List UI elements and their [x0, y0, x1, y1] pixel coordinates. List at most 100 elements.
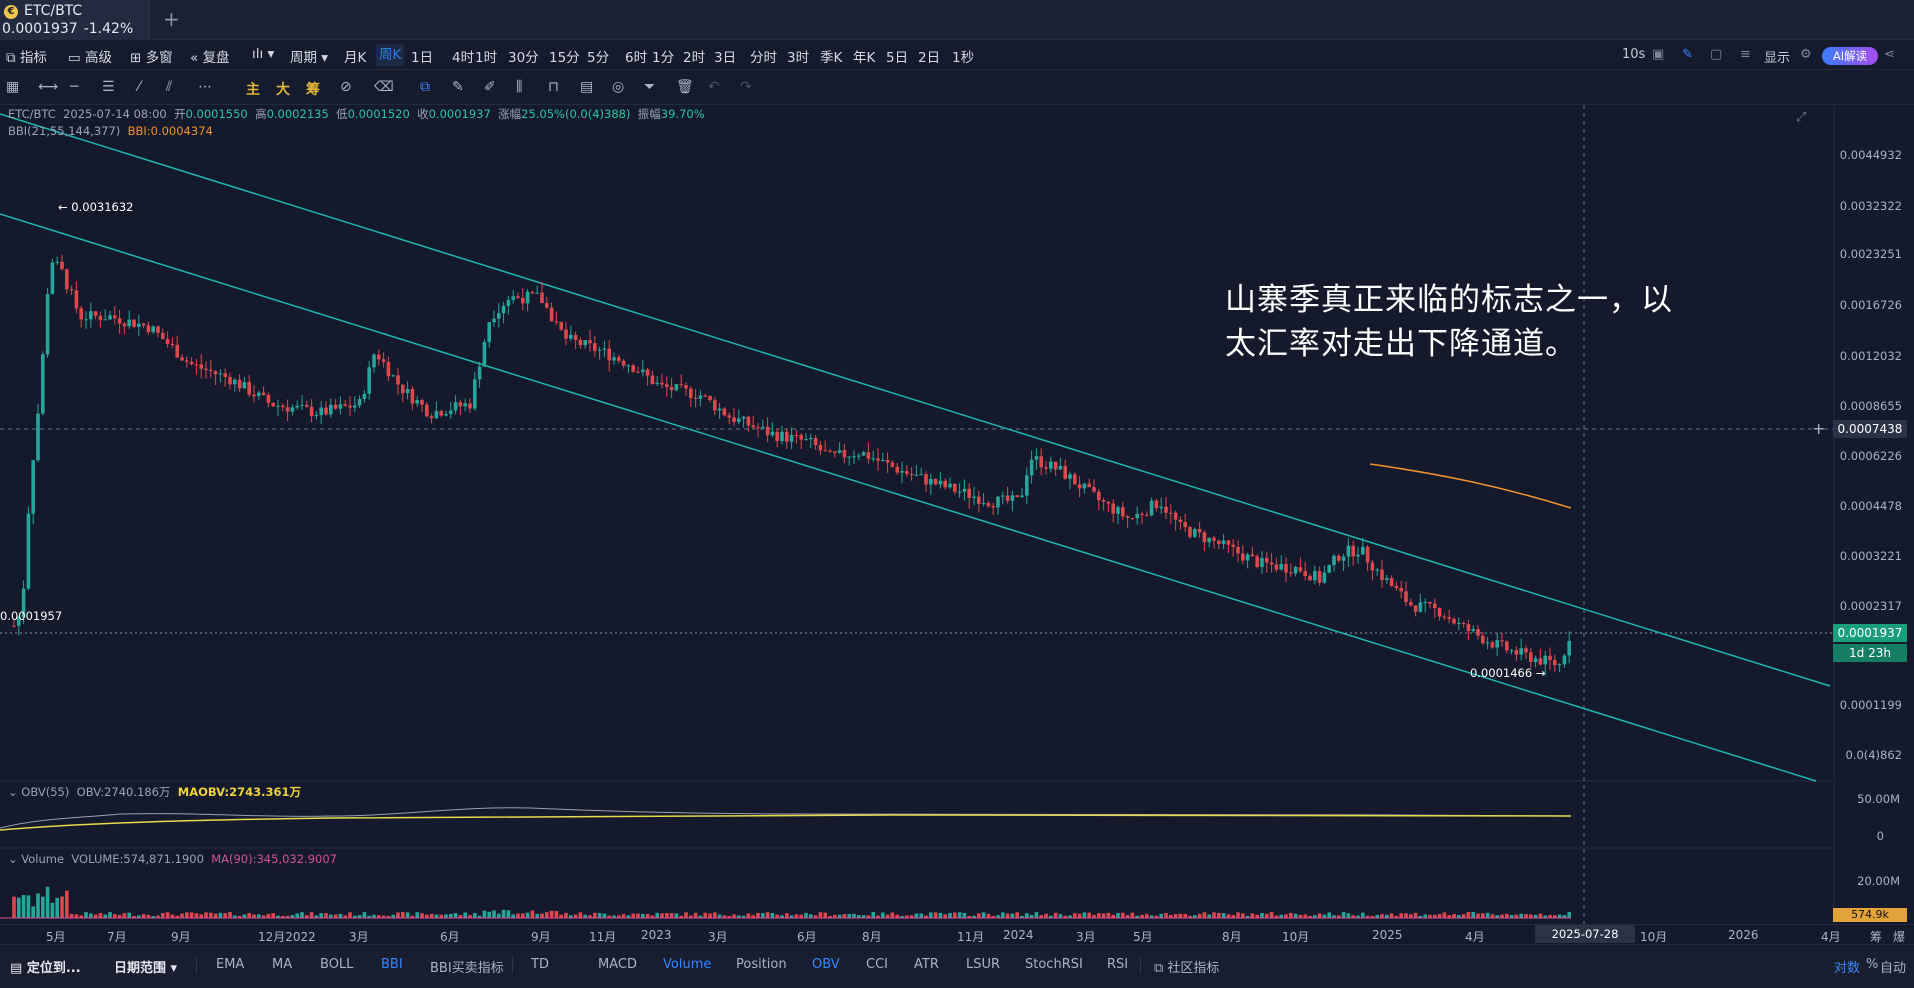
- settings-gear-icon[interactable]: ⚙: [1800, 47, 1812, 62]
- main-chart-toggle[interactable]: 主: [246, 82, 260, 98]
- time-axis[interactable]: 5月 7月 9月 12月2022 3月 6月 9月 11月 2023 3月 6月 8月 11月 2024 3…: [0, 924, 1914, 944]
- indicator-stochrsi[interactable]: StochRSI: [1025, 957, 1083, 972]
- indicator-button[interactable]: ⧉ 指标: [6, 50, 47, 66]
- chip-toggle[interactable]: 筹: [306, 82, 320, 98]
- candle-tool-icon[interactable]: ⫼: [516, 79, 523, 95]
- period-dropdown[interactable]: 周期 ▾: [290, 50, 329, 66]
- timeframe-0[interactable]: 月K: [344, 50, 367, 66]
- timeframe-4[interactable]: 1时: [475, 50, 498, 66]
- timeframe-7[interactable]: 5分: [587, 50, 610, 66]
- horizontal-line-icon[interactable]: ─: [70, 79, 79, 95]
- candle-body: [1116, 507, 1120, 514]
- brush-icon[interactable]: ✐: [484, 79, 496, 95]
- timeframe-18[interactable]: 1秒: [952, 50, 975, 66]
- candle-body: [708, 395, 712, 401]
- note-icon[interactable]: ▤: [580, 79, 594, 95]
- time-tick-9: 3月: [708, 930, 728, 944]
- timeframe-6[interactable]: 15分: [549, 50, 580, 66]
- eraser-icon[interactable]: ⌫: [374, 79, 394, 95]
- share-icon[interactable]: ⋖: [1884, 47, 1895, 62]
- timeframe-10[interactable]: 2时: [683, 50, 706, 66]
- chip-label[interactable]: 筹: [1870, 930, 1883, 944]
- trend-line-icon[interactable]: ⁄: [138, 79, 141, 95]
- indicator-ema[interactable]: EMA: [216, 957, 245, 972]
- candle-body: [1557, 664, 1562, 666]
- obv-name: OBV(55): [21, 785, 70, 799]
- timeframe-17[interactable]: 2日: [918, 50, 941, 66]
- indicator-td[interactable]: TD: [531, 957, 549, 972]
- add-alert-icon[interactable]: +: [1812, 419, 1826, 438]
- timeframe-11[interactable]: 3日: [714, 50, 737, 66]
- tab-etc-btc[interactable]: € ETC/BTC 0.0001937 -1.42%: [0, 0, 150, 40]
- visibility-icon[interactable]: ◎: [612, 79, 625, 95]
- list-icon[interactable]: ≡: [1740, 47, 1751, 62]
- indicator-bbi[interactable]: BBI: [381, 957, 403, 972]
- liquidation-label[interactable]: 爆: [1893, 930, 1906, 944]
- pencil-icon[interactable]: ✎: [452, 79, 464, 95]
- trash-icon[interactable]: 🗑: [676, 79, 694, 95]
- timeframe-8[interactable]: 6时: [625, 50, 648, 66]
- undo-icon[interactable]: ↶: [708, 79, 720, 95]
- indicator-atr[interactable]: ATR: [914, 957, 939, 972]
- indicator-lsur[interactable]: LSUR: [966, 957, 1001, 972]
- community-indicator-button[interactable]: ⧉ 社区指标: [1154, 961, 1220, 976]
- interval-label[interactable]: 10s: [1622, 47, 1646, 62]
- indicator-obv[interactable]: OBV: [812, 957, 840, 972]
- indicator-cci[interactable]: CCI: [866, 957, 888, 972]
- layout-icon[interactable]: ▢: [1710, 47, 1723, 62]
- multi-window-button[interactable]: ⊞ 多窗: [130, 50, 173, 66]
- percent-scale-toggle[interactable]: %: [1866, 957, 1879, 972]
- big-order-toggle[interactable]: 大: [276, 82, 290, 98]
- timeframe-16[interactable]: 5日: [886, 50, 909, 66]
- log-scale-toggle[interactable]: 对数: [1834, 961, 1861, 976]
- volume-bar: [1471, 912, 1475, 918]
- volume-bar: [612, 915, 616, 918]
- draw-pen-icon[interactable]: ✎: [1682, 47, 1693, 62]
- auto-scale-toggle[interactable]: 自动: [1880, 961, 1907, 976]
- advanced-button[interactable]: ▭ 高级: [68, 50, 113, 66]
- volume-bar: [1557, 914, 1562, 918]
- volume-bar: [617, 915, 621, 918]
- candle-body: [463, 403, 467, 407]
- volume-bar: [1361, 912, 1365, 918]
- fib-icon[interactable]: ⫽: [166, 79, 173, 95]
- indicator-boll[interactable]: BOLL: [320, 957, 354, 972]
- timeframe-13[interactable]: 3时: [787, 50, 810, 66]
- redo-icon[interactable]: ↷: [740, 79, 752, 95]
- magnet-icon[interactable]: ⊘: [340, 79, 352, 95]
- camera-icon[interactable]: ▣: [1652, 47, 1665, 62]
- ruler-icon[interactable]: ▦: [6, 79, 20, 95]
- date-range-dropdown[interactable]: 日期范围 ▾: [114, 961, 178, 976]
- filter-icon[interactable]: ⏷: [644, 79, 656, 95]
- volume-bar: [1370, 915, 1375, 918]
- indicator-position[interactable]: Position: [736, 957, 787, 972]
- timeframe-14[interactable]: 季K: [820, 50, 843, 66]
- timeframe-9[interactable]: 1分: [652, 50, 675, 66]
- timeframe-5[interactable]: 30分: [508, 50, 539, 66]
- copy-icon[interactable]: ⧉: [420, 79, 430, 95]
- timeframe-1[interactable]: 周K: [376, 44, 405, 66]
- lock-icon[interactable]: ⊓: [548, 79, 559, 95]
- ai-interpret-button[interactable]: AI解读: [1822, 47, 1878, 65]
- timeframe-3[interactable]: 4时: [452, 50, 475, 66]
- more-tools-icon[interactable]: ⋯: [198, 79, 212, 95]
- timeframe-15[interactable]: 年K: [853, 50, 876, 66]
- add-tab-icon[interactable]: +: [163, 7, 180, 31]
- timeframe-12[interactable]: 分时: [750, 50, 777, 66]
- locate-button[interactable]: ▤ 定位到...: [10, 961, 81, 976]
- timeframe-2[interactable]: 1日: [411, 50, 434, 66]
- chart-type-button[interactable]: ılı ▾: [252, 46, 275, 62]
- parallel-lines-icon[interactable]: ☰: [102, 79, 115, 95]
- price-chart[interactable]: [0, 105, 1914, 925]
- indicator-macd[interactable]: MACD: [598, 957, 637, 972]
- horizontal-ray-icon[interactable]: ⟷: [38, 79, 59, 95]
- indicator-rsi[interactable]: RSI: [1107, 957, 1129, 972]
- indicator-bbi买卖指标[interactable]: BBI买卖指标: [430, 961, 504, 976]
- replay-button[interactable]: « 复盘: [190, 50, 230, 66]
- display-button[interactable]: 显示: [1764, 51, 1791, 66]
- indicator-volume[interactable]: Volume: [663, 957, 712, 972]
- indicator-ma[interactable]: MA: [272, 957, 293, 972]
- candle-body: [12, 625, 16, 627]
- fullscreen-icon[interactable]: ⤢: [1796, 110, 1807, 125]
- volume-bar: [1562, 915, 1567, 918]
